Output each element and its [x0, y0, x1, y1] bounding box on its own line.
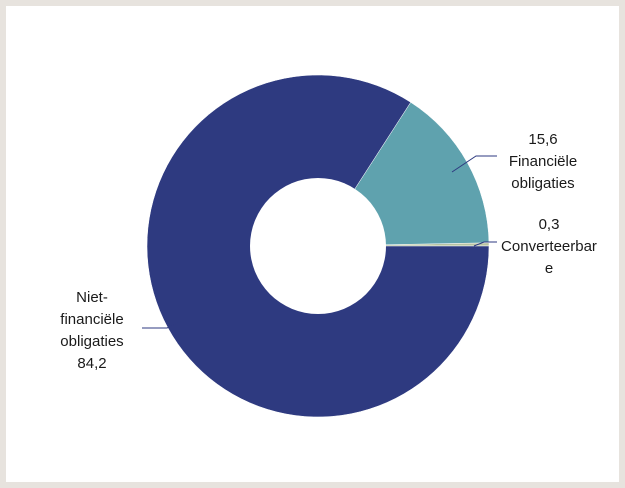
leader-line-niet-financiele	[142, 321, 181, 329]
data-label-financiele-line-1: Financiële	[509, 153, 577, 170]
data-label-niet-financiele-value: 84,2	[77, 355, 106, 372]
data-label-niet-financiele-line-2: financiële	[60, 311, 123, 328]
leader-line-converteerbare	[473, 241, 497, 247]
donut-hole	[250, 178, 386, 314]
data-label-converteerbare-line-1: Converteerbar	[501, 238, 597, 255]
data-label-converteerbare-line-2: e	[545, 260, 553, 277]
data-label-financiele-value: 15,6	[528, 131, 557, 148]
data-label-converteerbare-value: 0,3	[539, 216, 560, 233]
data-label-niet-financiele-line-1: Niet-	[76, 289, 108, 306]
leader-line-financiele	[451, 155, 497, 173]
data-label-niet-financiele-line-3: obligaties	[60, 333, 123, 350]
data-label-financiele-line-2: obligaties	[511, 175, 574, 192]
